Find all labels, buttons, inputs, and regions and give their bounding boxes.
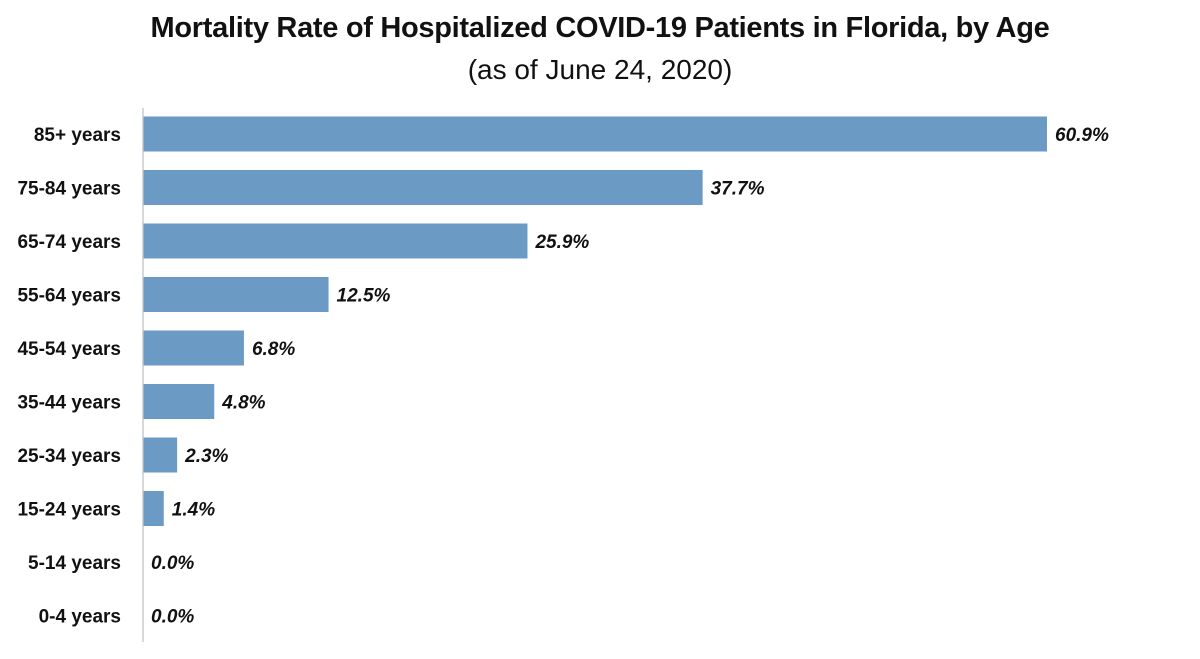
data-label: 60.9%: [1055, 125, 1109, 146]
chart-title: Mortality Rate of Hospitalized COVID-19 …: [150, 12, 1050, 44]
data-label: 4.8%: [221, 393, 265, 414]
data-label: 0.0%: [151, 553, 194, 574]
data-label: 37.7%: [711, 179, 765, 200]
category-tick-label: 25-34 years: [17, 446, 121, 467]
bar: [143, 330, 244, 366]
category-tick-label: 65-74 years: [17, 232, 121, 253]
data-label: 25.9%: [534, 232, 589, 253]
category-tick-label: 5-14 years: [28, 553, 121, 574]
bar: [143, 116, 1048, 152]
data-label: 12.5%: [337, 286, 391, 307]
data-label: 1.4%: [172, 500, 215, 521]
category-tick-label: 35-44 years: [17, 393, 121, 414]
data-label: 6.8%: [252, 339, 295, 360]
bar: [143, 437, 178, 473]
bar: [143, 277, 329, 312]
bar: [143, 384, 215, 419]
bar: [143, 223, 528, 259]
chart-subtitle: (as of June 24, 2020): [467, 54, 733, 85]
category-tick-label: 0-4 years: [39, 607, 121, 628]
category-tick-label: 55-64 years: [17, 286, 121, 307]
bar: [143, 170, 703, 205]
bar: [143, 491, 164, 526]
category-tick-label: 85+ years: [34, 125, 121, 146]
data-label: 2.3%: [184, 446, 228, 467]
data-label: 0.0%: [151, 607, 194, 628]
category-tick-label: 45-54 years: [17, 339, 121, 360]
category-tick-label: 75-84 years: [17, 179, 121, 200]
category-tick-label: 15-24 years: [17, 500, 121, 521]
